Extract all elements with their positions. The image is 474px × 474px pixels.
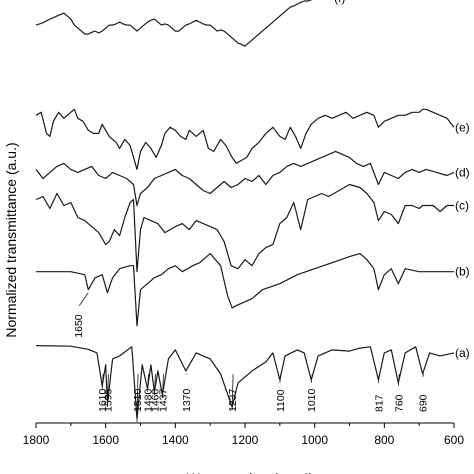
peak-label: 1650 — [73, 314, 85, 338]
series-label-f: (f) — [334, 0, 345, 5]
x-tick-label: 1200 — [232, 433, 259, 447]
annotation-leader — [397, 373, 400, 386]
series-label-d: (d) — [455, 165, 470, 179]
annotation-leader — [78, 292, 89, 306]
annotation-leader — [107, 373, 109, 407]
axes-group: 1800 1600 1400 1200 1000 800 600 Wavenumber (cm… — [3, 142, 464, 474]
x-axis-label: Wavenumber (cm⁻¹) — [187, 470, 314, 474]
annotation-leader — [378, 373, 380, 383]
annotation-leader — [310, 373, 313, 383]
x-tick-label: 1600 — [92, 433, 119, 447]
peak-label: 1437 — [157, 388, 169, 412]
peak-label: 690 — [418, 394, 430, 412]
x-tick-label: 1000 — [301, 433, 328, 447]
series-line-b — [36, 253, 454, 327]
peak-label: 1100 — [275, 389, 287, 412]
annotation-leader — [422, 373, 425, 378]
annotation-leader — [279, 373, 282, 383]
series-line-d — [35, 150, 455, 207]
peak-label: 1010 — [306, 388, 318, 412]
x-tick-label: 1400 — [162, 433, 189, 447]
x-tick-label: 800 — [374, 433, 394, 447]
x-tick-label: 600 — [444, 433, 464, 447]
series-line-e — [35, 108, 455, 170]
peak-label: 1595 — [102, 388, 114, 412]
annotation-leader — [147, 373, 149, 392]
peak-label: 1610 — [97, 388, 109, 412]
series-label-c: (c) — [455, 199, 469, 213]
series-line-c — [35, 183, 454, 273]
series-label-b: (b) — [455, 265, 470, 279]
annotation-leader — [162, 373, 164, 398]
peak-label: 1460 — [149, 388, 161, 412]
x-tick-label: 1800 — [23, 433, 50, 447]
spectra-group — [35, 0, 455, 420]
peak-label: 760 — [393, 394, 405, 412]
peak-label: 1237 — [227, 388, 239, 412]
peak-label: 817 — [373, 394, 385, 412]
annotation-leader — [154, 373, 156, 395]
series-label-e: (e) — [455, 120, 470, 134]
peak-label: 1370 — [181, 388, 193, 412]
series-line-f — [35, 0, 313, 47]
annotation-leader — [101, 373, 104, 389]
annotation-leader — [231, 373, 234, 410]
y-axis-label: Normalized transmittance (a.u.) — [3, 142, 19, 337]
peak-label: 1510 — [132, 388, 144, 412]
series-labels-group: (a) (b) (c) (d) (e) (f) — [334, 0, 470, 360]
annotation-leader — [136, 373, 139, 423]
series-line-a — [35, 345, 455, 420]
peak-label: 1480 — [142, 388, 154, 412]
series-label-a: (a) — [455, 346, 470, 360]
